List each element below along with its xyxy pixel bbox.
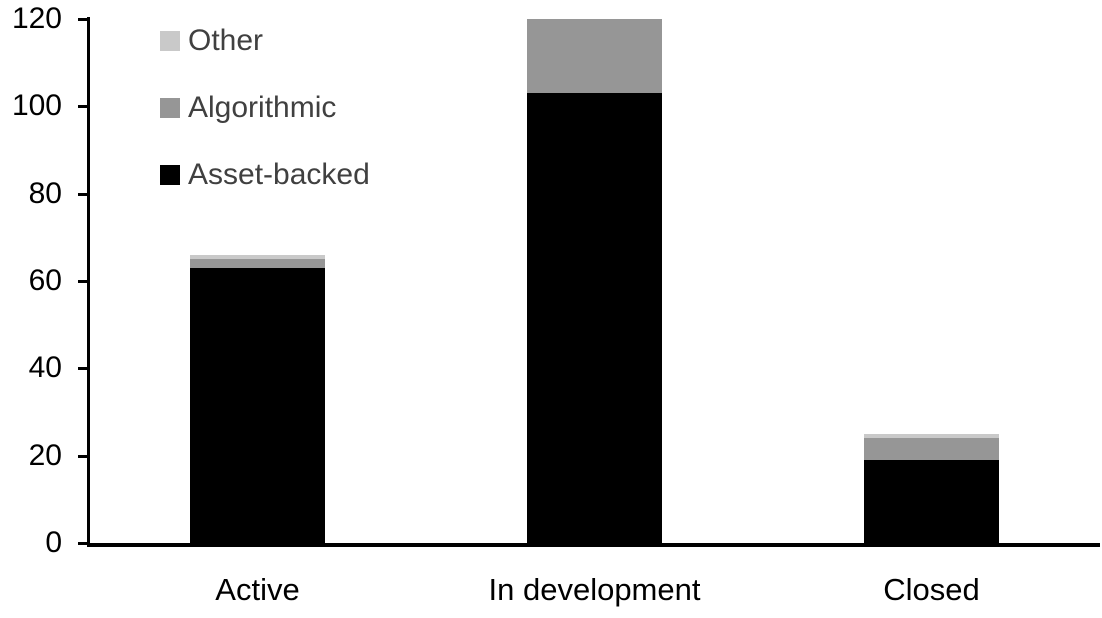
bar-segment-asset-backed-in-development: [527, 93, 662, 543]
legend-item-algorithmic: Algorithmic: [160, 91, 336, 125]
y-tick-20: [78, 454, 88, 458]
y-tick-label-120: 120: [11, 2, 62, 35]
bar-segment-other-active: [190, 254, 325, 260]
x-axis-line: [87, 543, 1100, 547]
legend-swatch-other: [160, 31, 180, 51]
legend-label-algorithmic: Algorithmic: [188, 91, 337, 124]
y-tick-label-40: 40: [28, 351, 62, 385]
y-tick-label-60: 60: [28, 264, 62, 297]
x-category-label-in-development: In development: [488, 572, 701, 607]
x-category-label-closed: Closed: [883, 572, 980, 607]
y-tick-label-0: 0: [45, 526, 62, 559]
y-tick-40: [78, 367, 88, 371]
y-tick-label-100: 100: [11, 89, 62, 123]
x-category-label-active: Active: [215, 572, 300, 607]
legend-item-asset-backed: Asset-backed: [160, 158, 370, 192]
y-tick-120: [78, 18, 88, 21]
legend-swatch-algorithmic: [160, 98, 180, 118]
bar-segment-other-closed: [864, 433, 999, 439]
y-tick-100: [78, 105, 88, 109]
legend-item-other: Other: [160, 24, 263, 58]
legend-swatch-asset-backed: [160, 165, 180, 185]
legend-label-other: Other: [188, 24, 264, 57]
y-tick-label-80: 80: [28, 176, 62, 210]
y-tick-label-20: 20: [28, 438, 62, 472]
legend-label-asset-backed: Asset-backed: [188, 158, 370, 191]
y-tick-60: [78, 280, 88, 283]
bar-segment-asset-backed-active: [190, 267, 325, 543]
y-axis-line: [87, 17, 90, 547]
y-tick-80: [78, 192, 88, 196]
y-tick-0: [78, 542, 88, 545]
bar-segment-algorithmic-in-development: [527, 19, 662, 94]
bar-segment-algorithmic-closed: [864, 438, 999, 461]
bar-segment-algorithmic-active: [190, 259, 325, 268]
bar-segment-asset-backed-closed: [864, 460, 999, 543]
